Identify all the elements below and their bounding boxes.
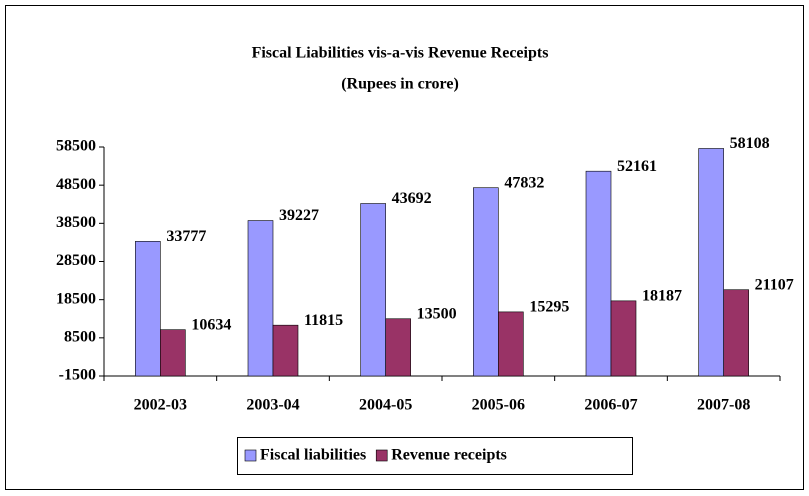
bar (498, 311, 524, 377)
bar (698, 148, 724, 377)
bar (360, 203, 386, 377)
data-label: 58108 (730, 135, 770, 152)
data-label: 21107 (755, 276, 794, 293)
y-tick-label: 58500 (56, 138, 96, 155)
y-tick-label: 38500 (56, 214, 96, 231)
data-label: 18187 (642, 288, 682, 305)
bar (610, 300, 637, 377)
bar (247, 220, 274, 377)
data-label: 13500 (417, 305, 457, 322)
x-tick-label: 2005-06 (472, 397, 525, 414)
bar (473, 187, 499, 377)
legend-label: Fiscal liabilities (260, 447, 366, 464)
data-label: 15295 (529, 299, 569, 316)
data-label: 10634 (191, 316, 231, 333)
y-tick-label: 8500 (64, 329, 96, 346)
bar (585, 170, 612, 377)
x-tick-label: 2003-04 (246, 397, 299, 414)
bar (160, 329, 186, 377)
chart-title: Fiscal Liabilities vis-a-vis Revenue Rec… (252, 45, 549, 62)
legend-label: Revenue receipts (391, 447, 507, 464)
bar (723, 289, 749, 377)
data-label: 39227 (279, 207, 319, 224)
data-label: 52161 (617, 158, 657, 175)
x-tick-label: 2006-07 (584, 397, 637, 414)
y-tick-label: 48500 (56, 176, 96, 193)
x-tick-label: 2002-03 (134, 397, 187, 414)
legend-swatch (244, 449, 257, 462)
data-label: 33777 (166, 228, 206, 245)
chart-subtitle: (Rupees in crore) (341, 76, 459, 93)
legend-swatch (375, 449, 388, 462)
data-label: 47832 (504, 174, 544, 191)
bar (135, 241, 161, 377)
y-tick-label: -1500 (59, 367, 96, 384)
bar (272, 324, 299, 377)
x-tick-label: 2007-08 (697, 397, 750, 414)
data-label: 11815 (304, 312, 343, 329)
legend-box (237, 437, 633, 475)
y-tick-label: 18500 (56, 290, 96, 307)
data-label: 43692 (392, 190, 432, 207)
bar (385, 318, 411, 377)
y-tick-label: 28500 (56, 252, 96, 269)
x-tick-label: 2004-05 (359, 397, 412, 414)
